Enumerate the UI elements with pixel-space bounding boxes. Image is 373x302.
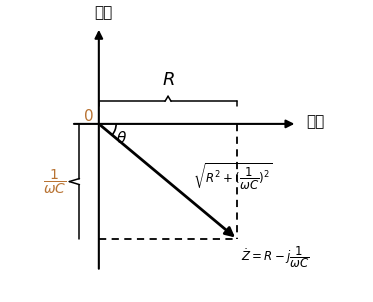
Text: $\theta$: $\theta$	[116, 130, 128, 146]
Text: $R$: $R$	[162, 71, 175, 89]
Text: $\sqrt{R^2 + (\dfrac{1}{\omega C})^2}$: $\sqrt{R^2 + (\dfrac{1}{\omega C})^2}$	[194, 162, 273, 192]
Text: 虚軸: 虚軸	[94, 5, 113, 20]
Text: 実軸: 実軸	[307, 114, 325, 129]
Text: $\dot{Z} = R - j\dfrac{1}{\omega C}$: $\dot{Z} = R - j\dfrac{1}{\omega C}$	[241, 245, 310, 271]
Text: $\dfrac{1}{\omega C}$: $\dfrac{1}{\omega C}$	[43, 167, 66, 196]
Text: 0: 0	[84, 110, 94, 124]
